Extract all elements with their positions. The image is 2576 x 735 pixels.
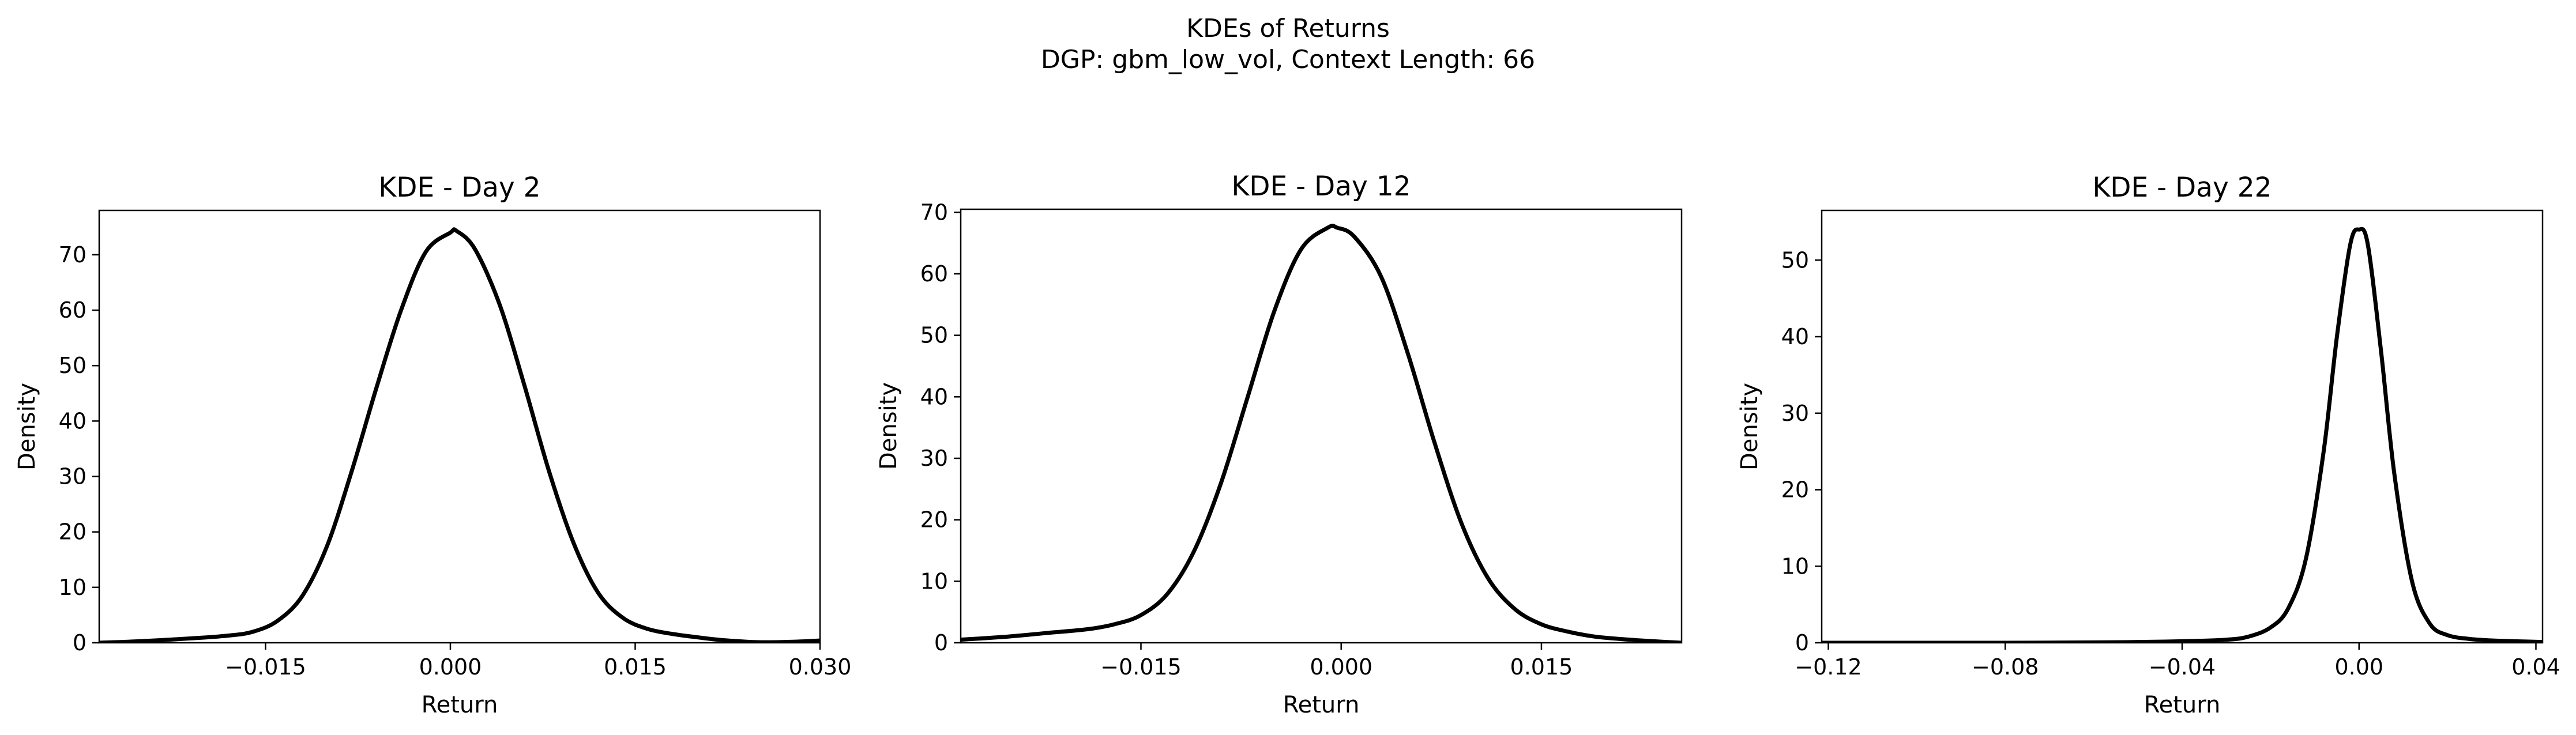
x-tick-label: 0.015: [1510, 654, 1573, 680]
y-tick-label: 70: [920, 199, 948, 225]
panel-title: KDE - Day 2: [378, 172, 540, 203]
axes-frame: [1821, 209, 2544, 644]
x-axis-label: Return: [2144, 692, 2221, 718]
y-axis-label: Density: [875, 382, 902, 470]
y-tick-label: 50: [920, 323, 948, 348]
y-tick-label: 40: [59, 408, 87, 434]
y-tick-label: 40: [1781, 324, 1809, 349]
x-tick-label: 0.000: [1310, 654, 1372, 680]
kde-panel-2: −0.015 0.000 0.015 0 10 20 30 40 50 60 70 KDE - Day…: [875, 171, 1683, 718]
x-tick-label: −0.12: [1795, 654, 1862, 680]
axes-frame: [98, 209, 821, 644]
x-tick-label: −0.015: [225, 654, 306, 680]
y-tick-label: 50: [1781, 247, 1809, 273]
y-tick-label: 40: [920, 384, 948, 409]
x-tick-label: 0.030: [789, 654, 852, 680]
kde-curve: [1822, 227, 2543, 643]
kde-curve: [99, 227, 820, 643]
kde-panel-3: −0.12 −0.08 −0.04 0.00 0.04 0 10 20 30 40 50 KDE - …: [1736, 172, 2560, 718]
figure-title: KDEs of Returns: [1186, 14, 1390, 43]
y-tick-label: 50: [59, 353, 87, 378]
kde-curve: [961, 224, 1682, 643]
y-tick-label: 70: [59, 242, 87, 267]
x-tick-label: 0.00: [2334, 654, 2383, 680]
panel-title: KDE - Day 22: [2092, 172, 2272, 203]
x-tick-label: −0.08: [1972, 654, 2039, 680]
y-tick-label: 20: [1781, 477, 1809, 503]
figure-subtitle: DGP: gbm_low_vol, Context Length: 66: [1040, 45, 1536, 74]
y-tick-label: 10: [1781, 553, 1809, 579]
y-tick-label: 10: [59, 575, 87, 600]
y-tick-label: 60: [59, 297, 87, 323]
y-tick-label: 30: [920, 446, 948, 471]
axes-frame: [960, 208, 1683, 644]
x-axis-label: Return: [422, 692, 498, 718]
kde-panel-1: −0.015 0.000 0.015 0.030 0 10 20 30 40 50 60 70 KDE …: [14, 172, 851, 718]
y-tick-label: 20: [59, 519, 87, 545]
y-tick-label: 20: [920, 507, 948, 533]
y-tick-label: 30: [59, 464, 87, 489]
x-axis-label: Return: [1283, 692, 1360, 718]
y-tick-label: 0: [934, 630, 948, 655]
y-tick-label: 60: [920, 261, 948, 287]
y-tick-label: 10: [920, 568, 948, 594]
x-tick-label: −0.04: [2149, 654, 2216, 680]
x-tick-label: 0.015: [604, 654, 667, 680]
y-tick-label: 0: [1795, 630, 1809, 655]
x-tick-label: −0.015: [1100, 654, 1182, 680]
y-axis-label: Density: [1736, 383, 1763, 470]
y-axis-label: Density: [14, 383, 40, 470]
panel-title: KDE - Day 12: [1231, 171, 1411, 202]
y-tick-label: 0: [73, 630, 87, 655]
x-tick-label: 0.000: [419, 654, 482, 680]
y-tick-label: 30: [1781, 401, 1809, 426]
x-tick-label: 0.04: [2511, 654, 2560, 680]
